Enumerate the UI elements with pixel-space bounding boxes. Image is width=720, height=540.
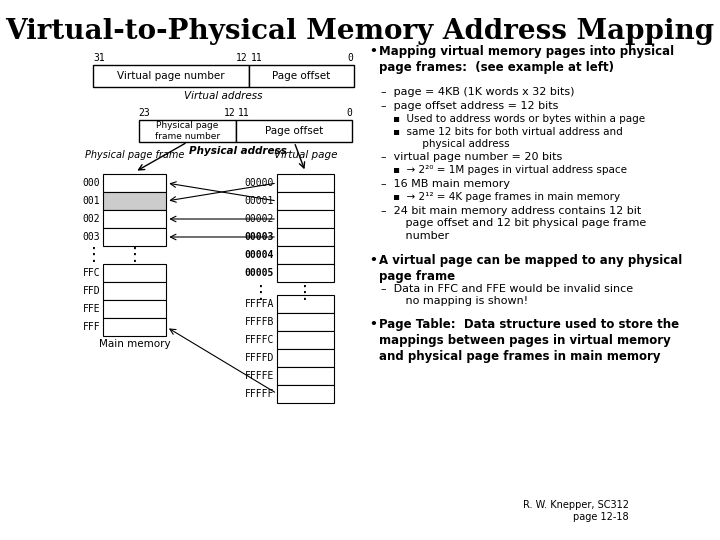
Bar xyxy=(277,384,334,403)
Bar xyxy=(103,174,166,192)
Text: 12: 12 xyxy=(236,53,248,63)
Text: ⋮: ⋮ xyxy=(252,284,270,302)
Bar xyxy=(93,65,248,87)
Text: Physical page
frame number: Physical page frame number xyxy=(155,122,220,141)
Text: Virtual-to-Physical Memory Address Mapping: Virtual-to-Physical Memory Address Mappi… xyxy=(6,18,714,45)
Bar xyxy=(248,65,354,87)
Text: Mapping virtual memory pages into physical
page frames:  (see example at left): Mapping virtual memory pages into physic… xyxy=(379,45,674,74)
Text: FFFFC: FFFFC xyxy=(245,335,274,345)
Text: –  page offset address = 12 bits: – page offset address = 12 bits xyxy=(382,101,559,111)
Text: ▪  same 12 bits for both virtual address and
         physical address: ▪ same 12 bits for both virtual address … xyxy=(393,127,623,150)
Bar xyxy=(277,330,334,349)
Text: Page offset: Page offset xyxy=(265,126,323,136)
Bar xyxy=(103,318,166,336)
Text: 00002: 00002 xyxy=(245,214,274,224)
Bar xyxy=(236,120,352,142)
Text: FFFFA: FFFFA xyxy=(245,299,274,308)
Bar xyxy=(277,246,334,264)
Text: –  virtual page number = 20 bits: – virtual page number = 20 bits xyxy=(382,152,562,162)
Text: 11: 11 xyxy=(238,108,250,118)
Text: •: • xyxy=(369,254,377,267)
Text: FFD: FFD xyxy=(82,286,100,296)
Bar xyxy=(277,264,334,282)
Text: FFFFE: FFFFE xyxy=(245,370,274,381)
Bar xyxy=(103,264,166,282)
Text: Virtual page: Virtual page xyxy=(274,150,337,160)
Bar xyxy=(103,282,166,300)
Bar xyxy=(277,313,334,330)
Text: 0: 0 xyxy=(346,108,352,118)
Text: FFFFF: FFFFF xyxy=(245,389,274,399)
Text: Page Table:  Data structure used to store the
mappings between pages in virtual : Page Table: Data structure used to store… xyxy=(379,318,679,363)
Text: A virtual page can be mapped to any physical
page frame: A virtual page can be mapped to any phys… xyxy=(379,254,683,283)
Bar xyxy=(103,192,166,210)
Bar xyxy=(277,228,334,246)
Text: 31: 31 xyxy=(93,53,104,63)
Text: 0: 0 xyxy=(348,53,354,63)
Text: ▪  → 2¹² = 4K page frames in main memory: ▪ → 2¹² = 4K page frames in main memory xyxy=(393,192,621,202)
Text: –  24 bit main memory address contains 12 bit
       page offset and 12 bit phys: – 24 bit main memory address contains 12… xyxy=(382,206,647,241)
Bar xyxy=(139,120,236,142)
Bar xyxy=(277,210,334,228)
Text: 00000: 00000 xyxy=(245,178,274,188)
Text: 11: 11 xyxy=(251,53,262,63)
Text: 00005: 00005 xyxy=(245,268,274,278)
Text: ▪  Used to address words or bytes within a page: ▪ Used to address words or bytes within … xyxy=(393,114,645,124)
Text: 001: 001 xyxy=(82,196,100,206)
Text: •: • xyxy=(369,318,377,331)
Text: Physical address: Physical address xyxy=(189,146,287,156)
Text: 00003: 00003 xyxy=(245,232,274,242)
Text: Page offset: Page offset xyxy=(272,71,330,81)
Text: Virtual address: Virtual address xyxy=(184,91,263,101)
Bar xyxy=(277,349,334,367)
Text: 23: 23 xyxy=(139,108,150,118)
Text: FFFFB: FFFFB xyxy=(245,316,274,327)
Text: Virtual page number: Virtual page number xyxy=(117,71,225,81)
Text: –  16 MB main memory: – 16 MB main memory xyxy=(382,179,510,189)
Text: FFC: FFC xyxy=(82,268,100,278)
Bar xyxy=(277,367,334,384)
Bar xyxy=(277,295,334,313)
Bar xyxy=(103,210,166,228)
Text: ⋮: ⋮ xyxy=(126,246,144,264)
Text: 00004: 00004 xyxy=(245,250,274,260)
Text: 12: 12 xyxy=(224,108,236,118)
Text: ⋮: ⋮ xyxy=(297,284,315,302)
Bar xyxy=(103,300,166,318)
Bar xyxy=(277,174,334,192)
Text: ▪  → 2²⁰ = 1M pages in virtual address space: ▪ → 2²⁰ = 1M pages in virtual address sp… xyxy=(393,165,627,175)
Text: Main memory: Main memory xyxy=(99,339,171,349)
Text: –  Data in FFC and FFE would be invalid since
       no mapping is shown!: – Data in FFC and FFE would be invalid s… xyxy=(382,284,634,306)
Text: 002: 002 xyxy=(82,214,100,224)
Text: 000: 000 xyxy=(82,178,100,188)
Text: FFF: FFF xyxy=(82,322,100,332)
Text: –  page = 4KB (1K words x 32 bits): – page = 4KB (1K words x 32 bits) xyxy=(382,87,575,97)
Text: FFFFD: FFFFD xyxy=(245,353,274,362)
Text: ⋮: ⋮ xyxy=(85,246,103,264)
Text: Physical page frame: Physical page frame xyxy=(85,150,184,160)
Text: 003: 003 xyxy=(82,232,100,242)
Text: R. W. Knepper, SC312
page 12-18: R. W. Knepper, SC312 page 12-18 xyxy=(523,500,629,522)
Text: FFE: FFE xyxy=(82,304,100,314)
Bar xyxy=(277,192,334,210)
Text: 00001: 00001 xyxy=(245,196,274,206)
Bar xyxy=(103,228,166,246)
Text: •: • xyxy=(369,45,377,58)
